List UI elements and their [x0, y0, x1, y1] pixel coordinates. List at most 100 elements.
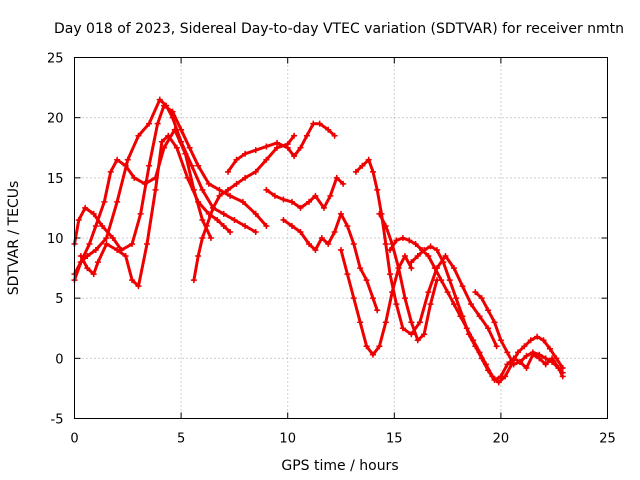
data-point — [401, 295, 408, 302]
data-point — [312, 247, 319, 254]
data-point — [227, 192, 234, 199]
data-point — [382, 222, 389, 229]
data-point — [365, 156, 372, 163]
data-point — [425, 253, 432, 260]
data-point — [109, 235, 116, 241]
data-point — [143, 241, 150, 248]
data-point — [306, 198, 313, 205]
data-point — [446, 277, 453, 284]
data-point — [523, 352, 530, 359]
data-point — [203, 222, 210, 229]
data-point — [92, 247, 99, 254]
data-point — [393, 237, 400, 244]
data-point — [542, 355, 549, 362]
data-point — [414, 253, 421, 260]
data-point — [514, 349, 521, 356]
data-point — [75, 216, 82, 223]
data-point — [135, 132, 142, 139]
data-point — [124, 156, 131, 163]
data-point — [359, 162, 366, 169]
data-point — [425, 289, 432, 296]
data-point — [114, 198, 121, 205]
x-tick-label: 10 — [279, 432, 296, 447]
data-point — [408, 265, 415, 272]
data-point — [137, 210, 144, 217]
data-point — [485, 367, 492, 374]
series-trace — [192, 134, 296, 282]
data-point — [146, 120, 153, 127]
data-point — [171, 126, 178, 133]
data-point — [416, 319, 423, 326]
series-trace — [377, 212, 439, 342]
data-point — [476, 313, 483, 320]
data-point — [195, 162, 202, 169]
data-point — [169, 108, 176, 115]
data-point — [485, 325, 492, 332]
data-point — [468, 301, 475, 308]
data-point — [225, 168, 232, 175]
data-point — [263, 222, 270, 229]
x-tick-label: 0 — [70, 432, 78, 447]
data-point — [82, 204, 89, 211]
data-point — [408, 259, 415, 266]
data-point — [427, 301, 434, 308]
series-sat-e — [190, 132, 298, 284]
data-point — [199, 186, 206, 193]
data-point — [103, 241, 110, 248]
data-point — [216, 192, 223, 199]
data-point — [331, 132, 338, 139]
data-point — [350, 295, 357, 302]
data-point — [280, 196, 287, 203]
data-point — [297, 228, 304, 235]
data-point — [431, 265, 438, 272]
data-point — [491, 376, 498, 383]
data-point — [549, 358, 556, 365]
data-point — [408, 331, 415, 338]
data-point — [184, 174, 191, 181]
data-point — [233, 180, 240, 187]
data-point — [399, 325, 406, 332]
data-point — [291, 153, 298, 160]
x-axis-label: GPS time / hours — [281, 458, 398, 474]
data-point — [122, 253, 129, 260]
data-point — [534, 333, 541, 340]
y-tick-label: 0 — [55, 352, 63, 367]
data-point — [288, 222, 295, 229]
data-point — [310, 120, 317, 127]
data-point — [141, 180, 148, 187]
data-point — [393, 301, 400, 308]
data-point — [325, 126, 332, 133]
data-point — [376, 210, 383, 217]
series-sat-c — [71, 126, 214, 284]
data-point — [459, 313, 466, 320]
x-tick-label: 5 — [177, 432, 185, 447]
data-point — [374, 307, 381, 314]
data-point — [225, 186, 232, 193]
data-point — [414, 337, 421, 344]
data-point — [357, 265, 364, 272]
data-point — [491, 319, 498, 326]
data-point — [442, 253, 449, 260]
data-point — [303, 132, 310, 139]
data-point — [182, 150, 189, 157]
data-point — [453, 295, 460, 302]
data-point — [178, 126, 185, 133]
data-point — [284, 144, 291, 151]
data-point — [77, 253, 84, 260]
data-point — [231, 216, 238, 223]
data-point — [412, 241, 419, 248]
data-point — [399, 235, 406, 241]
data-point — [542, 361, 549, 368]
y-tick-label: 20 — [47, 112, 64, 127]
data-point — [94, 259, 101, 266]
data-point — [103, 235, 110, 241]
data-point — [154, 120, 161, 127]
data-point — [135, 283, 142, 290]
data-point — [158, 138, 165, 145]
data-point — [280, 216, 287, 223]
data-point — [220, 210, 227, 217]
data-point — [186, 144, 193, 151]
series-trace — [264, 176, 345, 210]
data-point — [465, 331, 472, 338]
